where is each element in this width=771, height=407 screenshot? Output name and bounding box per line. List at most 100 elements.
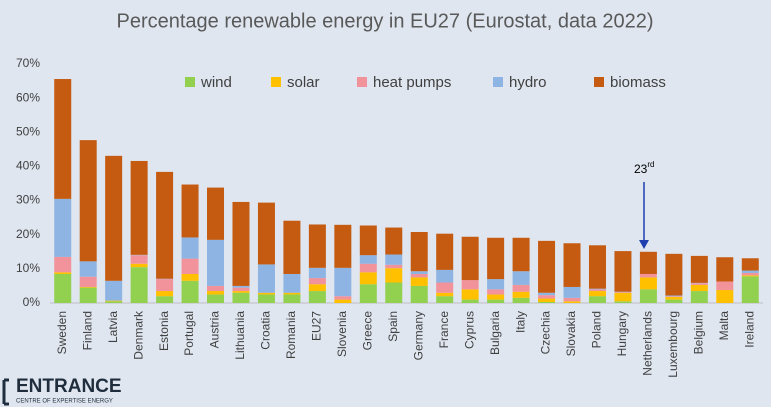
legend-swatch [594, 77, 604, 87]
x-tick-label: Finland [80, 311, 94, 350]
bar-segment [207, 187, 225, 240]
y-tick-label: 50% [16, 124, 40, 138]
bar-segment [487, 237, 505, 280]
x-tick-label: Portugal [182, 311, 196, 356]
bar-segment [461, 289, 479, 300]
bar-segment [308, 267, 326, 279]
annotation: 23rd [634, 160, 654, 176]
x-tick-label: Hungary [615, 311, 629, 356]
bar-segment [614, 301, 632, 303]
y-tick-label: 20% [16, 227, 40, 241]
bar-segment [665, 253, 683, 296]
bar-segment [79, 287, 97, 303]
bar-segment [665, 296, 683, 300]
x-tick-label: Greece [360, 311, 374, 351]
bar-segment [105, 300, 123, 302]
bar-segment [130, 160, 148, 255]
bar-segment [283, 292, 301, 295]
x-tick-label: Luxembourg [666, 311, 680, 378]
bar-segment [156, 171, 174, 279]
bar-segment [130, 255, 148, 264]
x-tick-label: Bulgaria [488, 311, 502, 355]
bar-segment [385, 227, 403, 255]
x-tick-label: Latvia [106, 311, 120, 343]
bar-segment [665, 296, 683, 297]
bar-segment [105, 301, 123, 303]
bar-segment [308, 284, 326, 292]
bar-segment [563, 243, 581, 287]
bar-segment [181, 237, 199, 259]
bar-segment [436, 292, 454, 297]
bar-segment [156, 291, 174, 297]
bar-segment [156, 279, 174, 292]
bar-segment [588, 288, 606, 290]
bar-segment [385, 282, 403, 303]
bar-segment [105, 280, 123, 301]
annotation-superscript: rd [647, 160, 654, 169]
bar-segment [487, 279, 505, 290]
bar-segment [512, 284, 530, 292]
bar-segment [690, 291, 708, 303]
bar-segment [538, 301, 556, 303]
annotation-number: 23 [634, 162, 648, 176]
x-tick-label: Germany [411, 311, 425, 360]
bar-segment [54, 272, 72, 274]
bar-segment [538, 240, 556, 293]
bar-segment [232, 285, 250, 288]
x-tick-label: Poland [590, 311, 604, 348]
bar-segment [105, 155, 123, 281]
bar-segment [334, 296, 352, 300]
bar-segment [156, 296, 174, 303]
bar-segment [257, 202, 275, 265]
bar-segment [665, 295, 683, 297]
bar-segment [614, 292, 632, 293]
x-tick-label: Italy [513, 311, 527, 333]
bar-segment [181, 280, 199, 303]
x-tick-label: Denmark [131, 310, 145, 360]
bar-segment [461, 299, 479, 303]
bar-segment [512, 291, 530, 298]
x-tick-label: Czechia [539, 311, 553, 355]
bar-segment [385, 264, 403, 269]
bar-segment [512, 271, 530, 285]
legend-label: hydro [509, 74, 547, 91]
bar-segment [54, 79, 72, 199]
legend-swatch [185, 77, 195, 87]
bar-segment [639, 277, 657, 290]
x-tick-label: Spain [386, 311, 400, 342]
x-tick-label: Belgium [692, 311, 706, 354]
logo-icon [2, 378, 9, 406]
bar-segment [538, 295, 556, 299]
bar-segment [79, 286, 97, 288]
bar-segment [741, 272, 759, 276]
bar-segment [410, 285, 428, 303]
bar-segment [257, 294, 275, 303]
bar-segment [588, 289, 606, 292]
bar-segment [487, 289, 505, 295]
x-tick-label: Slovenia [335, 311, 349, 357]
bar-segment [410, 271, 428, 274]
bar-segment [385, 268, 403, 283]
bar-segment [130, 267, 148, 303]
legend-label: biomass [610, 74, 666, 91]
bar-segment [54, 273, 72, 303]
bar-segment [639, 273, 657, 278]
bar-segment [283, 273, 301, 293]
bar-segment [436, 296, 454, 303]
bar-segment [614, 251, 632, 292]
bar-segment [512, 297, 530, 303]
bar-segment [588, 296, 606, 303]
bar-segment [232, 292, 250, 303]
x-tick-label: Romania [284, 311, 298, 359]
bar-segment [283, 294, 301, 303]
bar-segment [716, 281, 734, 291]
logo-name: ENTRANCE [16, 376, 122, 397]
legend-swatch [271, 77, 281, 87]
bar-segment [716, 257, 734, 282]
bar-segment [385, 254, 403, 265]
y-tick-label: 10% [16, 261, 40, 275]
logo: ENTRANCE CENTRE OF EXPERTISE ENERGY [2, 376, 122, 406]
x-tick-label: France [437, 311, 451, 349]
